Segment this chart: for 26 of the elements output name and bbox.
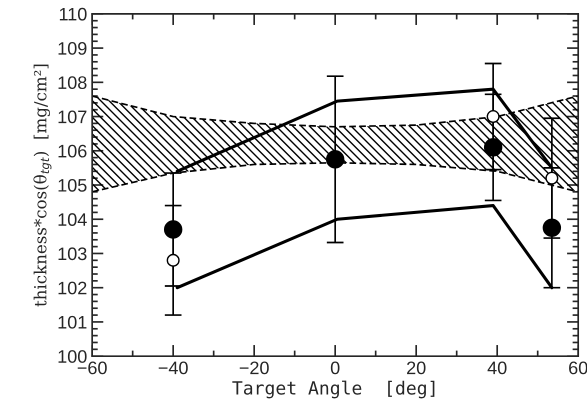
- y-tick-label: 102: [58, 282, 86, 294]
- y-tick-label: 101: [58, 316, 86, 329]
- x-tick-label: 40: [488, 362, 507, 374]
- point: [166, 254, 180, 267]
- y-tick-label: 104: [58, 213, 87, 226]
- point: [484, 138, 502, 157]
- y-tick-label: 105: [58, 178, 87, 192]
- y-tick-label: 110: [60, 8, 87, 21]
- point: [164, 220, 182, 239]
- point: [545, 172, 558, 185]
- y-tick-label: 100: [58, 350, 87, 363]
- point: [542, 218, 562, 237]
- x-tick-label: −20: [240, 362, 269, 374]
- y-tick-label: 107: [58, 110, 86, 124]
- y-tick-label: 109: [58, 42, 86, 55]
- x-tick-label: −60: [78, 362, 107, 374]
- y-tick-label: 103: [58, 247, 87, 260]
- y-axis-title: thickness*cos(θ$_{tgt}$) [mg/cm²]: [33, 64, 52, 307]
- y-tick-label: 108: [58, 76, 87, 90]
- x-tick-label: 20: [407, 362, 426, 374]
- x-tick-label: 0: [330, 362, 340, 374]
- point: [326, 150, 344, 169]
- y-tick-label: 106: [58, 144, 87, 158]
- x-axis-title: Target Angle [deg]: [232, 380, 434, 398]
- x-tick-label: −40: [158, 362, 188, 374]
- point: [486, 110, 500, 124]
